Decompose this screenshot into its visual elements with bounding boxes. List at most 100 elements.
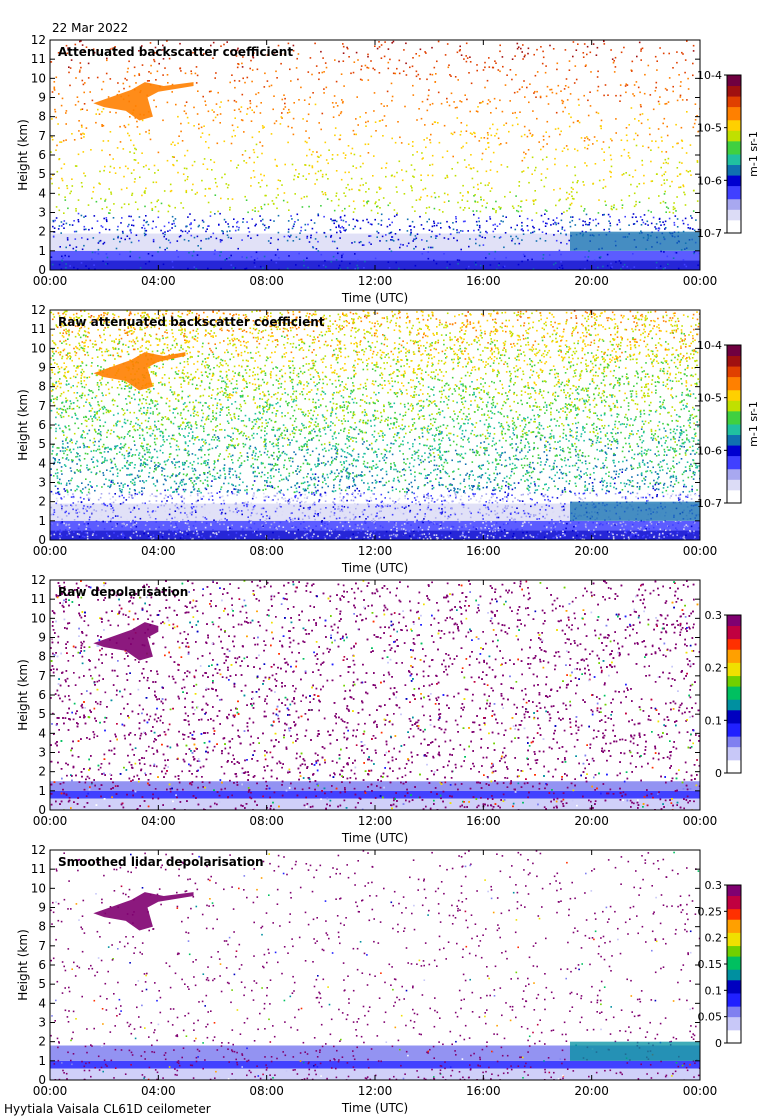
y-tick-label: 2 bbox=[38, 1035, 46, 1049]
low-cloud bbox=[570, 501, 700, 521]
y-tick-label: 1 bbox=[38, 1054, 46, 1068]
x-tick-label: 00:00 bbox=[33, 544, 68, 558]
x-tick-label: 20:00 bbox=[574, 1084, 609, 1098]
x-tick-label: 00:00 bbox=[683, 814, 718, 828]
colorbar: 0 0.1 0.2 0.3 bbox=[705, 609, 742, 780]
x-tick-label: 20:00 bbox=[574, 814, 609, 828]
colorbar-label: 10-6 bbox=[697, 174, 722, 187]
x-tick-label: 00:00 bbox=[33, 814, 68, 828]
y-tick-label: 8 bbox=[38, 380, 46, 394]
x-tick-label: 12:00 bbox=[358, 544, 393, 558]
boundary-layer-band bbox=[50, 250, 700, 261]
colorbar-label: 10-6 bbox=[697, 444, 722, 457]
y-tick-label: 6 bbox=[38, 688, 46, 702]
y-tick-label: 7 bbox=[38, 669, 46, 683]
panel-title: Raw attenuated backscatter coefficient bbox=[58, 315, 325, 329]
y-tick-label: 4 bbox=[38, 996, 46, 1010]
x-axis-label: Time (UTC) bbox=[341, 291, 408, 305]
y-tick-label: 9 bbox=[38, 631, 46, 645]
y-tick-label: 0 bbox=[38, 533, 46, 547]
y-tick-label: 4 bbox=[38, 186, 46, 200]
y-tick-label: 8 bbox=[38, 650, 46, 664]
colorbar-label: 10-7 bbox=[697, 497, 722, 510]
y-tick-label: 3 bbox=[38, 206, 46, 220]
y-tick-label: 4 bbox=[38, 456, 46, 470]
x-tick-label: 08:00 bbox=[249, 274, 284, 288]
y-tick-label: 10 bbox=[31, 71, 46, 85]
boundary-layer-band bbox=[50, 790, 700, 799]
y-tick-label: 8 bbox=[38, 920, 46, 934]
x-tick-label: 12:00 bbox=[358, 274, 393, 288]
y-tick-label: 10 bbox=[31, 881, 46, 895]
cirrus-cloud bbox=[93, 352, 186, 391]
colorbar-label: 0.1 bbox=[705, 984, 723, 997]
colorbar-label: 0.3 bbox=[705, 609, 723, 622]
x-tick-label: 08:00 bbox=[249, 1084, 284, 1098]
y-tick-label: 9 bbox=[38, 91, 46, 105]
colorbar-frame bbox=[726, 74, 742, 234]
colorbar: 0 0.05 0.1 0.15 0.2 0.25 0.3 bbox=[698, 879, 742, 1050]
y-tick-label: 9 bbox=[38, 361, 46, 375]
x-axis-label: Time (UTC) bbox=[341, 831, 408, 845]
x-tick-label: 16:00 bbox=[466, 1084, 501, 1098]
y-tick-label: 5 bbox=[38, 977, 46, 991]
y-tick-label: 5 bbox=[38, 167, 46, 181]
x-tick-label: 16:00 bbox=[466, 274, 501, 288]
low-cloud bbox=[570, 231, 700, 251]
y-tick-label: 3 bbox=[38, 1016, 46, 1030]
x-tick-label: 16:00 bbox=[466, 814, 501, 828]
y-axis-label: Height (km) bbox=[16, 389, 30, 460]
y-tick-label: 9 bbox=[38, 901, 46, 915]
boundary-layer-band bbox=[50, 798, 700, 810]
colorbar-label: 0 bbox=[715, 767, 722, 780]
boundary-layer-band bbox=[50, 233, 700, 251]
cirrus-cloud bbox=[93, 892, 194, 931]
colorbar-label: 10-7 bbox=[697, 227, 722, 240]
y-tick-label: 2 bbox=[38, 765, 46, 779]
y-tick-label: 11 bbox=[31, 862, 46, 876]
colorbar-label: 0.2 bbox=[705, 662, 723, 675]
x-tick-label: 00:00 bbox=[683, 1084, 718, 1098]
colorbar-label: 0.25 bbox=[698, 905, 723, 918]
colorbar-label: 0 bbox=[715, 1037, 722, 1050]
y-tick-label: 6 bbox=[38, 148, 46, 162]
y-tick-label: 1 bbox=[38, 784, 46, 798]
colorbar-unit: m-1 sr-1 bbox=[747, 401, 760, 447]
y-tick-label: 5 bbox=[38, 707, 46, 721]
y-tick-label: 10 bbox=[31, 341, 46, 355]
y-tick-label: 3 bbox=[38, 476, 46, 490]
colorbar-label: 10-4 bbox=[697, 339, 722, 352]
x-tick-label: 20:00 bbox=[574, 544, 609, 558]
low-cloud bbox=[570, 1041, 700, 1061]
y-tick-label: 6 bbox=[38, 958, 46, 972]
panel-title: Attenuated backscatter coefficient bbox=[58, 45, 293, 59]
instrument-label: Hyytiala Vaisala CL61D ceilometer bbox=[4, 1102, 211, 1116]
panel-title: Smoothed lidar depolarisation bbox=[58, 855, 264, 869]
x-tick-label: 08:00 bbox=[249, 544, 284, 558]
boundary-layer-band bbox=[50, 1060, 700, 1069]
x-axis-label: Time (UTC) bbox=[341, 561, 408, 575]
y-tick-label: 11 bbox=[31, 52, 46, 66]
x-tick-label: 04:00 bbox=[141, 814, 176, 828]
colorbar: 10-7 10-6 10-5 10-4 m-1 sr-1 bbox=[697, 69, 760, 240]
y-tick-label: 6 bbox=[38, 418, 46, 432]
x-tick-label: 04:00 bbox=[141, 1084, 176, 1098]
x-tick-label: 00:00 bbox=[683, 544, 718, 558]
x-tick-label: 12:00 bbox=[358, 814, 393, 828]
y-tick-label: 12 bbox=[31, 843, 46, 857]
x-tick-label: 04:00 bbox=[141, 544, 176, 558]
y-tick-label: 12 bbox=[31, 303, 46, 317]
y-tick-label: 12 bbox=[31, 573, 46, 587]
boundary-layer-band bbox=[50, 781, 700, 791]
y-axis-label: Height (km) bbox=[16, 929, 30, 1000]
colorbar-label: 0.15 bbox=[698, 958, 723, 971]
y-tick-label: 0 bbox=[38, 1073, 46, 1087]
plot-area bbox=[50, 580, 700, 810]
boundary-layer-band bbox=[50, 520, 700, 531]
colorbar-frame bbox=[726, 614, 742, 774]
y-tick-label: 1 bbox=[38, 244, 46, 258]
